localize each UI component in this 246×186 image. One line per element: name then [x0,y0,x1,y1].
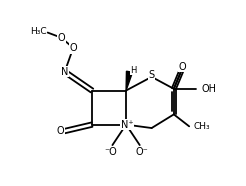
Text: ⁻O: ⁻O [104,147,117,157]
Text: N: N [61,67,68,77]
Text: O: O [58,33,65,43]
Text: O: O [179,62,186,72]
Text: OH: OH [201,84,216,94]
Text: H₃C: H₃C [30,27,47,36]
Text: CH₃: CH₃ [193,122,210,131]
Text: N⁺: N⁺ [121,120,133,130]
Text: O: O [69,43,77,53]
Polygon shape [126,71,133,91]
Text: O: O [57,126,64,137]
Text: O⁻: O⁻ [135,147,148,157]
Text: S: S [149,70,155,80]
Text: H: H [131,65,137,75]
